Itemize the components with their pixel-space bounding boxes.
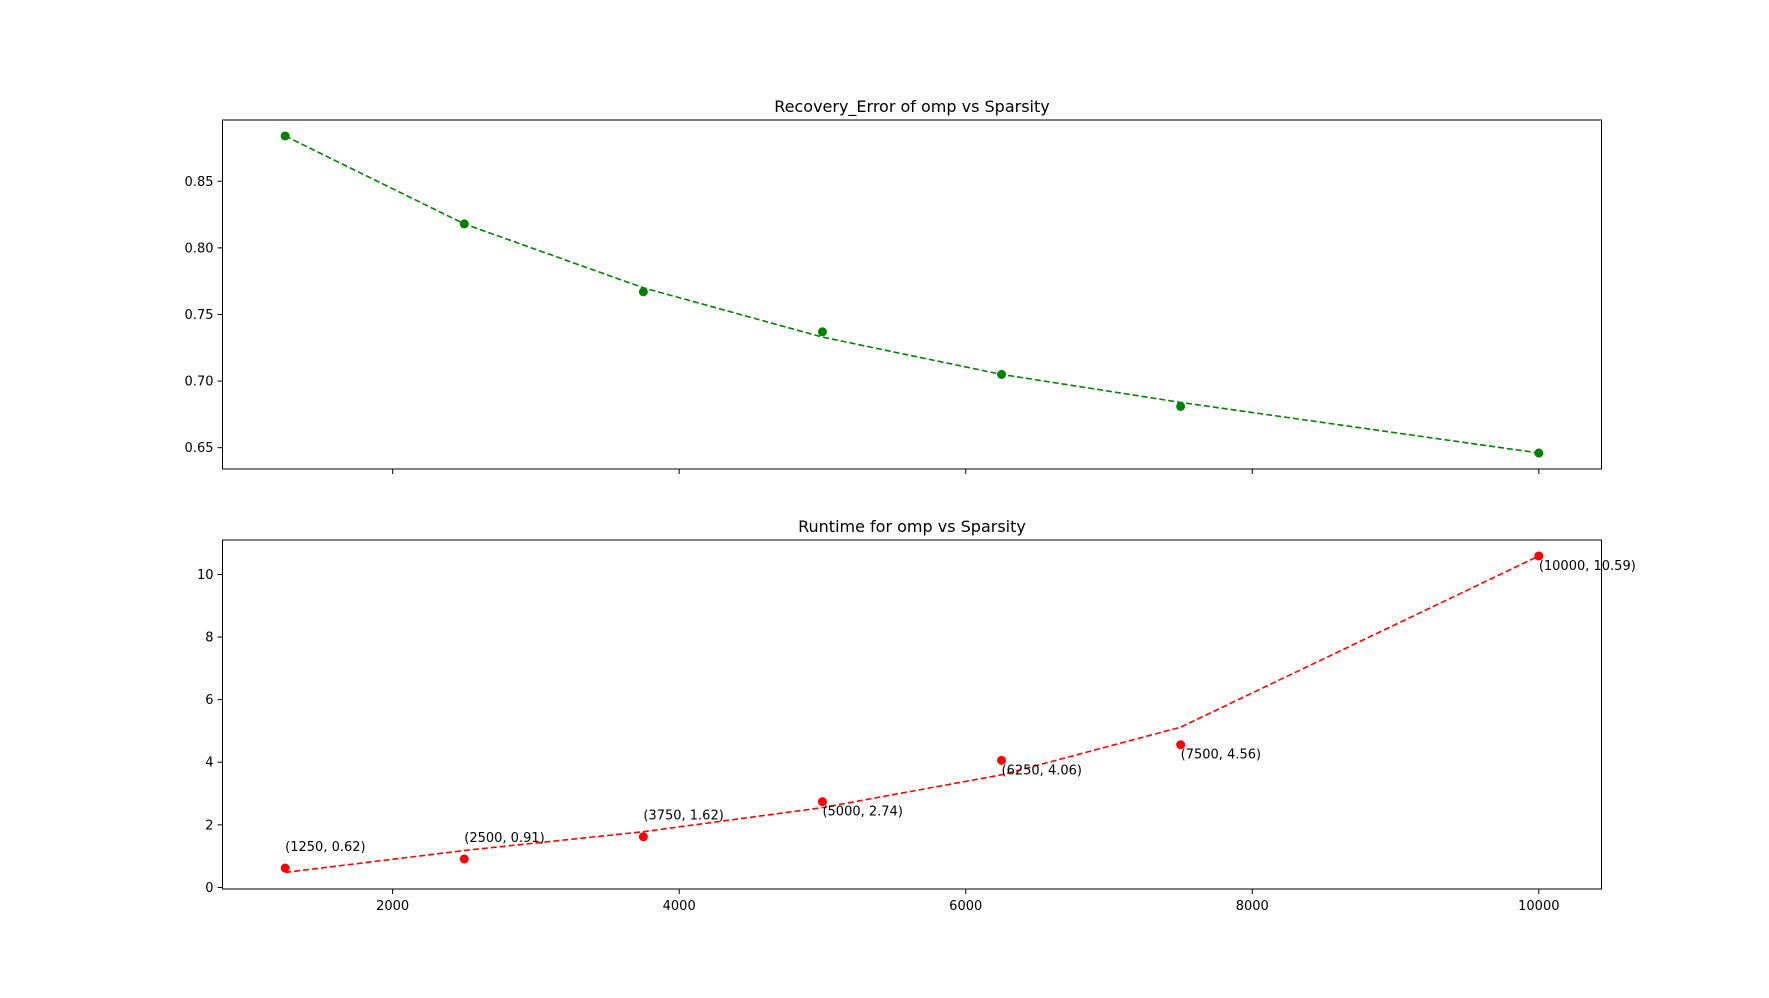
y-tick-label: 8 <box>205 631 213 646</box>
y-tick-label: 6 <box>205 693 213 708</box>
data-point <box>1176 401 1186 411</box>
chart-title: Runtime for omp vs Sparsity <box>798 517 1026 536</box>
x-tick-label: 4000 <box>663 899 696 914</box>
data-label: (5000, 2.74) <box>822 805 902 820</box>
x-tick-label: 6000 <box>949 899 982 914</box>
fit-line <box>284 135 1539 454</box>
x-tick-label: 10000 <box>1518 899 1559 914</box>
axes-frame <box>222 119 1602 470</box>
data-point <box>997 369 1007 379</box>
data-label: (7500, 4.56) <box>1181 748 1261 763</box>
data-label: (3750, 1.62) <box>643 809 723 824</box>
x-tick-label: 8000 <box>1236 899 1269 914</box>
subplot-2: Runtime for omp vs Sparsity 2000 4000 6000 8… <box>197 517 1636 914</box>
y-tick-label: 0.80 <box>185 241 214 256</box>
data-point <box>459 854 469 864</box>
data-label: (6250, 4.06) <box>1002 763 1082 778</box>
data-point <box>997 755 1007 765</box>
subplot-1: Recovery_Error of omp vs Sparsity 0.65 0.7… <box>185 97 1602 474</box>
chart-title: Recovery_Error of omp vs Sparsity <box>774 97 1050 117</box>
data-point <box>1534 448 1544 458</box>
y-tick-label: 0.75 <box>185 308 214 323</box>
data-point <box>1176 740 1186 750</box>
data-label: (1250, 0.62) <box>285 840 365 855</box>
data-label: (10000, 10.59) <box>1539 559 1636 574</box>
data-point <box>280 863 290 873</box>
y-tick-label: 2 <box>205 818 213 833</box>
data-point <box>638 287 648 297</box>
data-point <box>280 131 290 141</box>
x-tick-label: 2000 <box>376 899 409 914</box>
data-point <box>459 219 469 229</box>
data-point <box>817 797 827 807</box>
fit-line <box>285 555 1540 874</box>
data-label: (2500, 0.91) <box>464 831 544 846</box>
y-tick-label: 4 <box>205 756 213 771</box>
y-tick-label: 10 <box>197 568 214 583</box>
data-point <box>638 832 648 842</box>
y-tick-label: 0.65 <box>185 441 214 456</box>
data-point <box>1534 551 1544 561</box>
y-tick-label: 0 <box>205 881 213 896</box>
y-tick-label: 0.70 <box>185 375 214 390</box>
data-point <box>817 327 827 337</box>
axes-frame <box>222 539 1602 890</box>
y-tick-label: 0.85 <box>185 175 214 190</box>
